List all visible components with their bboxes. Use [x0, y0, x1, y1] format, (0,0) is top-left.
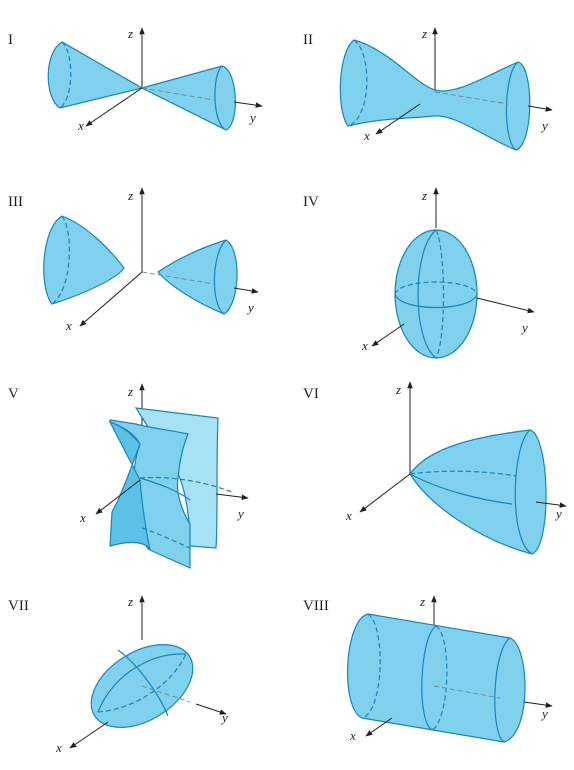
panel-7-label: VII: [8, 598, 29, 614]
panel-8-right-rim: [494, 637, 511, 743]
panel-8-y-axis-hidden: [433, 685, 501, 699]
panel-8-z-label: z: [419, 594, 425, 609]
panel-5-y-label: y: [236, 506, 244, 521]
panel-1-y-label: y: [248, 110, 256, 125]
panel-8-cylinder: [347, 613, 526, 743]
panel-6: VI z y x: [303, 381, 567, 555]
panel-3-left-sheet: [43, 215, 125, 305]
panel-5-saddle-hidden: [139, 476, 233, 493]
panel-1-left-cone: [47, 41, 144, 109]
panel-5-label: V: [8, 386, 19, 402]
panel-6-y-label: y: [554, 506, 562, 521]
panel-1-label: I: [8, 32, 13, 48]
panel-5-x-label: x: [79, 510, 86, 525]
panel-6-rim: [514, 429, 533, 555]
panel-5: V z y x: [8, 383, 249, 569]
panel-1-x-axis: [85, 87, 143, 127]
panel-1: I z y x: [8, 26, 263, 133]
panel-3-y-axis-hidden: [141, 271, 215, 285]
panel-3-x-label: x: [65, 318, 72, 333]
panel-2-label: II: [303, 32, 313, 48]
panel-7-y-label: y: [220, 710, 228, 725]
panel-3-y-axis: [233, 287, 259, 294]
panel-2-y-axis-hidden: [434, 91, 509, 105]
panel-4-x-label: x: [361, 338, 368, 353]
panel-2-y-axis: [527, 105, 553, 112]
panel-6-paraboloid: [409, 429, 547, 555]
panel-3-right-rim: [213, 239, 227, 315]
panel-6-profile-hidden: [409, 470, 517, 477]
panel-6-x-label: x: [345, 508, 352, 523]
panel-4-x-axis: [371, 323, 405, 347]
panel-4-z-label: z: [421, 188, 427, 203]
panel-6-z-label: z: [395, 382, 401, 397]
panel-4: IV z y x: [303, 187, 535, 359]
panel-3-y-label: y: [246, 300, 254, 315]
panel-6-profile: [409, 473, 513, 505]
panel-2: II z y x: [303, 26, 553, 151]
panel-3: III z y x: [8, 187, 259, 333]
panel-6-x-axis: [359, 473, 411, 513]
panel-7-cross-hidden: [97, 653, 187, 713]
panel-4-equator: [394, 293, 478, 308]
panel-7: VII z y x: [8, 594, 228, 755]
panel-2-x-axis: [375, 103, 421, 135]
panel-4-y-label: y: [520, 320, 528, 335]
panel-1-left-rim-hidden: [59, 41, 72, 109]
panel-2-hyperboloid: [339, 39, 531, 151]
panel-8-label: VIII: [303, 598, 329, 614]
panel-4-ellipsoid: [394, 229, 478, 359]
panel-1-z-label: z: [127, 26, 133, 41]
panel-8: VIII z y x: [303, 594, 553, 743]
panel-7-x-label: x: [55, 740, 62, 755]
panel-5-saddle-fold: [108, 420, 151, 551]
panel-1-x-label: x: [77, 118, 84, 133]
panel-8-mid-ring: [421, 625, 437, 731]
panel-7-meridian: [117, 649, 169, 717]
panel-7-x-axis: [69, 721, 109, 749]
panel-3-x-axis: [79, 271, 143, 327]
panel-5-back-sheet: [134, 407, 219, 549]
panel-1-y-axis: [233, 101, 263, 108]
panel-5-z-label: z: [127, 384, 133, 399]
panel-2-y-label: y: [540, 118, 548, 133]
panel-1-y-axis-hidden: [141, 87, 215, 101]
panel-6-y-axis: [535, 501, 567, 508]
panel-3-label: III: [8, 194, 23, 210]
panel-5-lower-hidden: [141, 527, 191, 549]
panel-1-right-cone: [140, 65, 236, 131]
panel-8-x-label: x: [349, 728, 356, 743]
panel-8-y-axis: [523, 701, 553, 708]
panel-5-saddle-curve: [139, 477, 191, 501]
panel-2-right-rim: [505, 61, 519, 151]
panel-4-label: IV: [303, 194, 319, 210]
panel-7-cross-section: [97, 653, 187, 713]
panel-4-y-axis: [476, 297, 535, 314]
panel-1-right-rim: [214, 65, 227, 131]
panel-3-z-label: z: [127, 188, 133, 203]
panel-8-x-axis: [365, 717, 393, 737]
panel-8-y-label: y: [540, 706, 548, 721]
panel-8-left-rim-hidden: [361, 613, 381, 719]
panel-7-y-axis-hidden: [141, 685, 191, 703]
panel-5-x-axis: [95, 479, 141, 515]
panel-7-y-axis: [195, 703, 227, 715]
panel-4-meridian-hidden: [435, 229, 445, 359]
panel-2-x-label: x: [363, 128, 370, 143]
panel-2-z-label: z: [421, 26, 427, 41]
panel-6-label: VI: [303, 386, 319, 402]
panel-7-z-label: z: [127, 594, 133, 609]
panel-4-meridian: [417, 229, 437, 359]
panel-4-equator-hidden: [394, 281, 478, 295]
panel-5-y-axis: [215, 493, 249, 500]
